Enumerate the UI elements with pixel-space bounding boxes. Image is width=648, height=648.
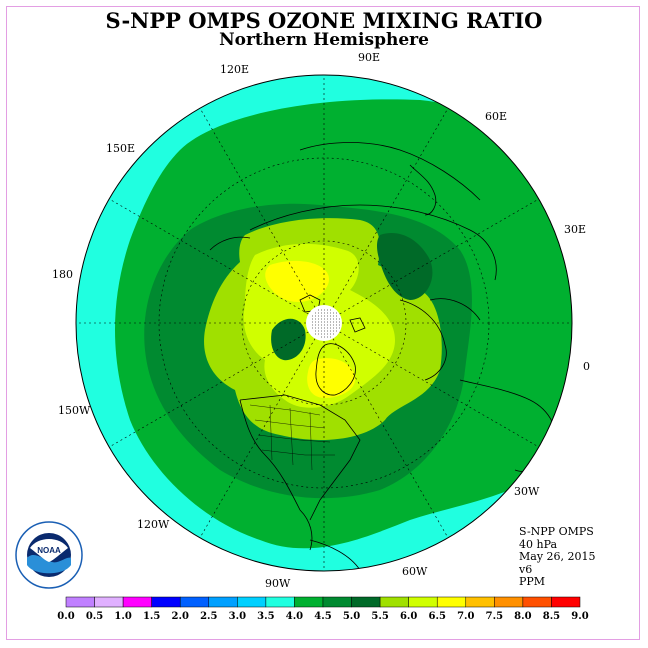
state-boundaries: [249, 404, 335, 471]
colorbar-swatch: [436, 596, 467, 608]
colorbar-tick-label: 8.5: [543, 611, 560, 622]
colorbar-swatch: [465, 596, 495, 608]
polar-data-gap: [306, 305, 342, 341]
ozone-band-low-pocket: [271, 318, 306, 361]
meridian-line: [109, 331, 309, 448]
colorbar-tick-label: 5.5: [371, 611, 388, 622]
colorbar-tick-label: 2.0: [172, 611, 189, 622]
colorbar-labels: 0.0 0.5 1.0 1.5 2.0 2.5 3.0 3.5 4.0 4.5 5.0 5.5 6.0 6…: [57, 611, 588, 622]
colorbar-swatch: [322, 596, 352, 608]
meridian-line: [332, 338, 449, 538]
lon-label-60e: 60E: [485, 110, 508, 123]
colorbar-swatches: [65, 596, 581, 608]
colorbar-swatch: [351, 596, 381, 608]
info-units: PPM: [519, 575, 546, 588]
colorbar-tick-label: 5.0: [343, 611, 360, 622]
colorbar-swatch: [65, 596, 95, 608]
colorbar-tick-label: 4.0: [286, 611, 303, 622]
ozone-band-ne-lobe: [377, 232, 433, 300]
colorbar-tick-label: 7.5: [486, 611, 503, 622]
colorbar-tick-label: 0.5: [86, 611, 103, 622]
colorbar-swatch: [379, 596, 409, 608]
meridian-line: [109, 198, 309, 315]
colorbar-tick-label: 3.0: [229, 611, 246, 622]
meridian-line: [339, 331, 539, 448]
lon-label-90w: 90W: [265, 577, 291, 590]
info-block: S-NPP OMPS 40 hPa May 26, 2015 v6 PPM: [519, 525, 596, 589]
meridian-line: [339, 198, 539, 315]
lon-label-120w: 120W: [137, 518, 170, 531]
lon-label-150w: 150W: [58, 404, 91, 417]
lon-label-30e: 30E: [564, 223, 587, 236]
map-boundary: [75, 74, 573, 572]
lon-label-150e: 150E: [106, 142, 136, 155]
lon-label-60w: 60W: [402, 565, 428, 578]
colorbar-tick-label: 2.5: [200, 611, 217, 622]
meridian-line: [199, 108, 316, 308]
coastlines: [209, 142, 557, 571]
colorbar-tick-label: 7.0: [457, 611, 474, 622]
info-version: v6: [519, 562, 533, 576]
lon-label-0: 0: [583, 360, 590, 373]
noaa-logo: NOAA: [15, 521, 83, 589]
figure-frame: [6, 6, 640, 640]
meridian-lines: [76, 75, 572, 571]
map-title: S-NPP OMPS OZONE MIXING RATIO: [105, 8, 543, 33]
colorbar-tick-label: 1.5: [143, 611, 160, 622]
colorbar-swatch: [94, 596, 124, 608]
colorbar-swatch: [237, 596, 267, 608]
colorbar-tick-label: 3.5: [257, 611, 274, 622]
colorbar-swatch: [551, 596, 581, 608]
info-instrument: S-NPP OMPS: [519, 525, 594, 538]
colorbar-swatch: [408, 596, 438, 608]
polar-gap-stipple: [312, 309, 340, 338]
lon-label-120e: 120E: [220, 63, 250, 76]
colorbar-tick-label: 8.0: [514, 611, 531, 622]
colorbar-swatch: [122, 596, 152, 608]
lon-label-180: 180: [52, 268, 73, 281]
colorbar-tick-label: 4.5: [314, 611, 331, 622]
colorbar-swatch: [179, 596, 210, 608]
colorbar-swatch: [151, 596, 181, 608]
noaa-logo-text: NOAA: [37, 546, 61, 555]
colorbar-tick-label: 0.0: [57, 611, 74, 622]
meridian-line: [332, 108, 449, 308]
lon-label-30w: 30W: [514, 485, 540, 498]
colorbar-tick-label: 9.0: [571, 611, 588, 622]
colorbar-swatch: [294, 596, 324, 608]
meridian-line: [199, 338, 316, 538]
colorbar-swatch: [208, 596, 238, 608]
colorbar-tick-label: 6.0: [400, 611, 417, 622]
info-date: May 26, 2015: [519, 550, 596, 563]
lon-label-90e: 90E: [358, 51, 381, 64]
colorbar-swatch: [494, 596, 524, 608]
colorbar-tick-label: 6.5: [429, 611, 446, 622]
colorbar-swatch: [265, 596, 295, 608]
colorbar-swatch: [522, 596, 552, 608]
ozone-band-6-5: [265, 260, 356, 398]
info-level: 40 hPa: [519, 537, 558, 551]
colorbar-tick-label: 1.0: [114, 611, 131, 622]
map-subtitle: Northern Hemisphere: [219, 30, 429, 50]
